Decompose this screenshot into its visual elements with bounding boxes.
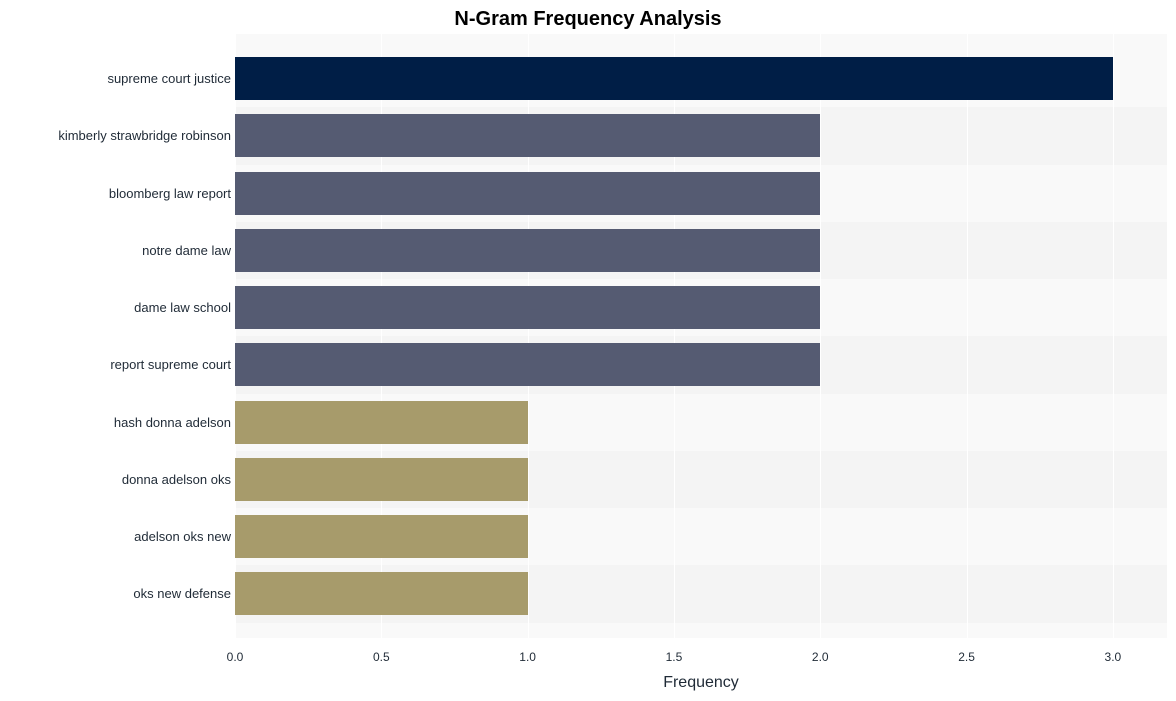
bar <box>235 515 528 558</box>
bar-slot <box>235 458 1167 501</box>
bar-slot <box>235 172 1167 215</box>
x-axis-label: Frequency <box>235 674 1167 692</box>
chart-container: N-Gram Frequency Analysis Frequency supr… <box>0 0 1176 701</box>
bar <box>235 57 1113 100</box>
bar-slot <box>235 286 1167 329</box>
y-tick-label: donna adelson oks <box>122 472 231 487</box>
y-tick-label: dame law school <box>134 300 231 315</box>
y-tick-label: notre dame law <box>142 243 231 258</box>
y-tick-label: bloomberg law report <box>109 186 231 201</box>
x-tick-label: 2.5 <box>958 650 975 664</box>
y-tick-label: supreme court justice <box>107 71 231 86</box>
y-tick-label: oks new defense <box>133 586 231 601</box>
bar <box>235 572 528 615</box>
x-tick-label: 0.0 <box>227 650 244 664</box>
bar <box>235 114 820 157</box>
x-tick-label: 1.5 <box>666 650 683 664</box>
y-tick-label: hash donna adelson <box>114 415 231 430</box>
y-tick-label: kimberly strawbridge robinson <box>58 128 231 143</box>
bar-slot <box>235 57 1167 100</box>
bar-slot <box>235 401 1167 444</box>
x-tick-label: 0.5 <box>373 650 390 664</box>
x-tick-label: 3.0 <box>1105 650 1122 664</box>
plot-area <box>235 34 1167 638</box>
bar-slot <box>235 515 1167 558</box>
bar-slot <box>235 343 1167 386</box>
bar <box>235 458 528 501</box>
bar <box>235 229 820 272</box>
bar <box>235 172 820 215</box>
y-tick-label: report supreme court <box>110 357 231 372</box>
bar-slot <box>235 114 1167 157</box>
bar <box>235 286 820 329</box>
x-tick-label: 1.0 <box>519 650 536 664</box>
bar <box>235 401 528 444</box>
bar <box>235 343 820 386</box>
y-tick-label: adelson oks new <box>134 529 231 544</box>
x-tick-label: 2.0 <box>812 650 829 664</box>
chart-title: N-Gram Frequency Analysis <box>0 8 1176 31</box>
bar-slot <box>235 572 1167 615</box>
bar-slot <box>235 229 1167 272</box>
